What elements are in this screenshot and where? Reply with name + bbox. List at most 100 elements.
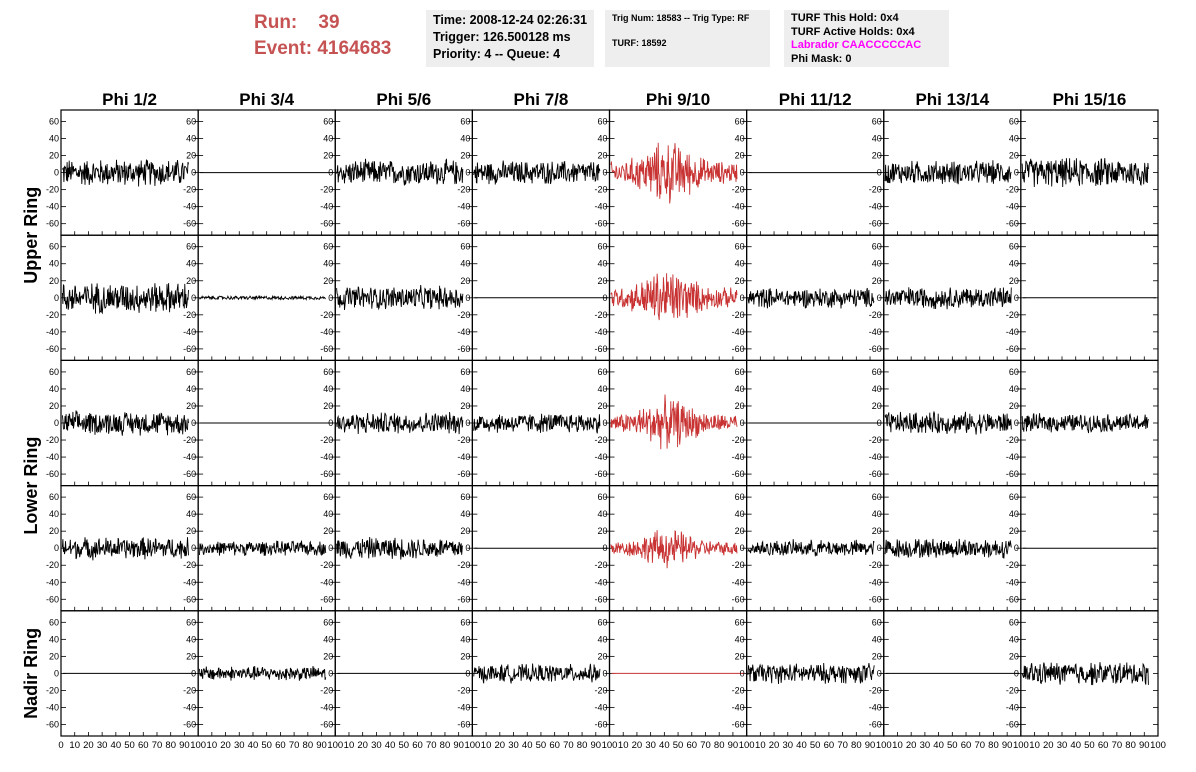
y-tick-label: 0 [328, 418, 333, 428]
y-tick-label: -20 [320, 685, 333, 695]
y-tick-label: 60 [186, 242, 196, 252]
y-tick-label: -60 [869, 344, 882, 354]
y-tick-label: 40 [872, 509, 882, 519]
y-tick-label: 60 [735, 117, 745, 127]
waveform-trace [884, 160, 1012, 185]
y-tick-label: -20 [869, 560, 882, 570]
y-tick-label: -40 [183, 702, 196, 712]
y-tick-label: 40 [872, 259, 882, 269]
x-tick-label: 40 [111, 740, 122, 751]
waveform-trace [884, 410, 1012, 435]
run-line: Run: 39 [254, 12, 340, 34]
y-tick-label: 60 [323, 617, 333, 627]
y-tick-label: 40 [735, 134, 745, 144]
y-tick-label: -20 [46, 435, 59, 445]
y-tick-label: 40 [1009, 134, 1019, 144]
y-tick-label: 40 [49, 509, 59, 519]
y-tick-label: 20 [460, 276, 470, 286]
x-tick-label: 100 [464, 740, 480, 751]
x-tick-label: 70 [426, 740, 437, 751]
y-tick-label: 0 [602, 293, 607, 303]
y-tick-label: -60 [457, 219, 470, 229]
y-tick-label: 0 [191, 293, 196, 303]
y-tick-label: -60 [594, 469, 607, 479]
y-tick-label: 0 [54, 293, 59, 303]
waveform-trace [473, 663, 601, 684]
y-tick-label: 40 [323, 384, 333, 394]
x-tick-label: 40 [248, 740, 259, 751]
waveform-trace [1021, 412, 1149, 434]
y-tick-label: 0 [54, 668, 59, 678]
y-tick-label: -40 [457, 452, 470, 462]
y-tick-label: -20 [320, 310, 333, 320]
y-tick-label: 20 [597, 276, 607, 286]
x-tick-label: 10 [892, 740, 903, 751]
x-tick-label: 50 [124, 740, 135, 751]
x-tick-label: 20 [769, 740, 780, 751]
event-value: 4164683 [317, 38, 392, 59]
y-tick-label: 20 [1009, 651, 1019, 661]
y-tick-label: -20 [732, 435, 745, 445]
y-tick-label: 0 [740, 418, 745, 428]
y-tick-label: -40 [869, 327, 882, 337]
x-tick-label: 90 [453, 740, 464, 751]
y-tick-label: 40 [186, 384, 196, 394]
y-tick-label: 0 [328, 668, 333, 678]
y-tick-label: 60 [186, 617, 196, 627]
y-tick-label: 60 [460, 117, 470, 127]
event-label: Event: [254, 38, 313, 59]
y-tick-label: 20 [49, 151, 59, 161]
turf-this-hold-text: TURF This Hold: 0x4 [791, 12, 899, 24]
y-tick-label: -40 [320, 452, 333, 462]
y-tick-label: 0 [740, 168, 745, 178]
y-tick-label: 20 [872, 151, 882, 161]
y-tick-label: -20 [1006, 560, 1019, 570]
y-tick-label: -60 [869, 219, 882, 229]
y-tick-label: -60 [320, 719, 333, 729]
y-tick-label: 20 [735, 276, 745, 286]
y-tick-label: 40 [460, 259, 470, 269]
y-tick-label: -60 [1006, 344, 1019, 354]
y-tick-label: -60 [594, 719, 607, 729]
y-tick-label: 40 [597, 259, 607, 269]
x-tick-label: 30 [920, 740, 931, 751]
y-tick-label: -60 [1006, 469, 1019, 479]
run-label: Run: [254, 12, 298, 33]
y-tick-label: 20 [49, 651, 59, 661]
y-tick-label: -60 [46, 594, 59, 604]
x-tick-label: 30 [782, 740, 793, 751]
y-tick-label: -40 [183, 452, 196, 462]
y-tick-label: -60 [594, 594, 607, 604]
y-tick-label: 20 [735, 651, 745, 661]
y-tick-label: 0 [328, 168, 333, 178]
waveform-trace [61, 283, 189, 315]
y-tick-label: 20 [323, 276, 333, 286]
x-tick-label: 70 [837, 740, 848, 751]
y-tick-label: 60 [323, 117, 333, 127]
y-tick-label: 20 [1009, 276, 1019, 286]
y-tick-label: -40 [869, 702, 882, 712]
x-tick-label: 70 [1112, 740, 1123, 751]
y-tick-label: 60 [323, 367, 333, 377]
y-tick-label: -40 [320, 702, 333, 712]
x-tick-label: 100 [190, 740, 206, 751]
y-tick-label: -20 [46, 310, 59, 320]
y-tick-label: 20 [323, 151, 333, 161]
y-tick-label: 0 [328, 543, 333, 553]
x-tick-label: 80 [577, 740, 588, 751]
x-tick-label: 30 [1057, 740, 1068, 751]
y-tick-label: 20 [49, 401, 59, 411]
y-tick-label: 40 [872, 134, 882, 144]
turf-text: TURF: 18592 [612, 38, 667, 48]
x-tick-label: 30 [645, 740, 656, 751]
x-tick-label: 10 [755, 740, 766, 751]
y-tick-label: -60 [732, 344, 745, 354]
y-tick-label: 40 [872, 384, 882, 394]
x-tick-label: 100 [1013, 740, 1029, 751]
column-header: Phi 5/6 [376, 90, 431, 109]
y-tick-label: -20 [732, 560, 745, 570]
y-tick-label: -40 [46, 702, 59, 712]
phi-mask-text: Phi Mask: 0 [791, 52, 852, 65]
waveform-trace [336, 536, 464, 560]
